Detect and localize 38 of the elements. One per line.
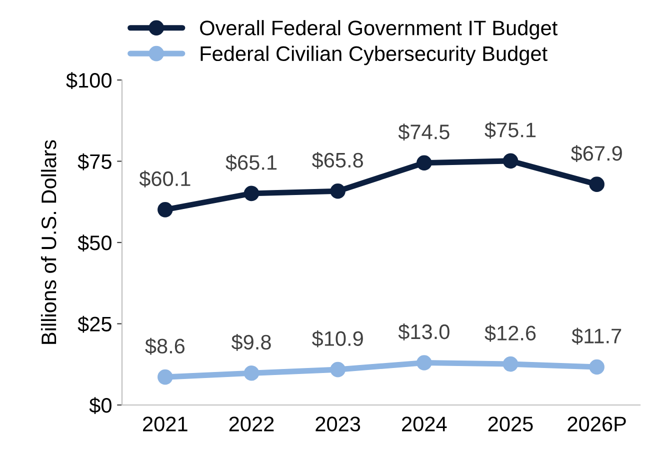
data-label: $11.7 [572,328,622,345]
x-tick-label: 2021 [143,416,188,432]
x-tick-label: 2026P [568,416,626,432]
y-tick-label: $50 [78,234,112,252]
point [244,366,260,381]
y-tick-label: $0 [89,397,112,414]
y-tick-label: $100 [66,72,112,89]
data-label: $60.1 [139,170,190,188]
point [502,356,518,372]
point [158,202,173,218]
point [330,362,346,378]
point [589,176,604,192]
point [502,153,518,169]
x-tick-label: 2022 [229,416,274,432]
data-label: $74.5 [398,124,450,141]
data-label: $8.6 [145,338,185,355]
point [589,359,604,375]
y-tick-label: $75 [78,153,112,170]
legend-label: Federal Civilian Cybersecurity Budget [200,46,548,66]
data-label: $9.8 [231,334,271,351]
point [330,184,346,199]
point [244,186,260,202]
data-label: $13.0 [398,324,450,340]
data-label: $75.1 [484,122,536,139]
point [416,355,432,370]
x-tick-label: 2023 [316,416,360,432]
legend-label: Overall Federal Government IT Budget [200,20,558,40]
point [416,155,432,171]
y-axis-title: Billions of U.S. Dollars [40,140,56,344]
data-label: $65.1 [226,154,277,172]
y-tick-label: $25 [78,316,112,333]
x-tick-label: 2025 [488,416,533,432]
data-label: $67.9 [570,145,622,162]
x-tick-label: 2024 [402,416,447,432]
data-label: $12.6 [484,324,536,342]
point [158,369,173,385]
data-label: $65.8 [312,152,363,169]
data-label: $10.9 [312,330,363,348]
